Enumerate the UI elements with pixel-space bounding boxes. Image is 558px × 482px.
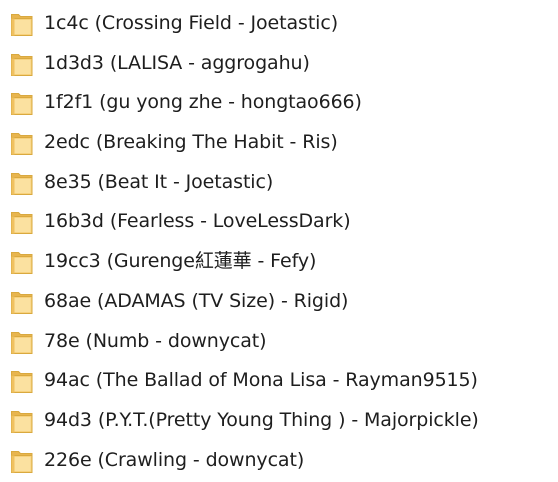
- folder-item[interactable]: 68ae (ADAMAS (TV Size) - Rigid): [0, 282, 558, 322]
- folder-name: 2edc (Breaking The Habit - Ris): [44, 131, 338, 154]
- folder-name: 1d3d3 (LALISA - aggrogahu): [44, 51, 310, 74]
- folder-item[interactable]: 226e (Crawling - downycat): [0, 441, 558, 481]
- folder-icon: [11, 291, 33, 314]
- folder-list: 1c4c (Crossing Field - Joetastic) 1d3d3 …: [0, 4, 558, 480]
- folder-name: 226e (Crawling - downycat): [44, 448, 305, 471]
- folder-icon: [11, 212, 33, 235]
- folder-icon: [11, 331, 33, 354]
- folder-name: 8e35 (Beat It - Joetastic): [44, 170, 274, 193]
- folder-icon: [11, 133, 33, 156]
- folder-name: 1f2f1 (gu yong zhe - hongtao666): [44, 91, 362, 114]
- folder-item[interactable]: 16b3d (Fearless - LoveLessDark): [0, 202, 558, 242]
- folder-name: 19cc3 (Gurenge紅蓮華 - Fefy): [44, 250, 317, 273]
- folder-name: 1c4c (Crossing Field - Joetastic): [44, 12, 339, 34]
- folder-icon: [11, 371, 33, 394]
- folder-icon: [11, 53, 33, 76]
- folder-name: 94d3 (P.Y.T.(Pretty Young Thing ) - Majo…: [44, 408, 479, 431]
- folder-icon: [11, 172, 33, 195]
- folder-icon: [11, 450, 33, 473]
- folder-icon: [11, 410, 33, 433]
- folder-item[interactable]: 19cc3 (Gurenge紅蓮華 - Fefy): [0, 242, 558, 282]
- folder-item[interactable]: 8e35 (Beat It - Joetastic): [0, 163, 558, 203]
- folder-name: 68ae (ADAMAS (TV Size) - Rigid): [44, 289, 349, 312]
- folder-item[interactable]: 1f2f1 (gu yong zhe - hongtao666): [0, 83, 558, 123]
- folder-icon: [11, 93, 33, 116]
- folder-item[interactable]: 78e (Numb - downycat): [0, 322, 558, 362]
- folder-name: 78e (Numb - downycat): [44, 329, 267, 352]
- folder-item[interactable]: 94d3 (P.Y.T.(Pretty Young Thing ) - Majo…: [0, 401, 558, 441]
- folder-name: 16b3d (Fearless - LoveLessDark): [44, 210, 351, 233]
- folder-item[interactable]: 1c4c (Crossing Field - Joetastic): [0, 4, 558, 44]
- folder-icon: [11, 14, 33, 36]
- folder-item[interactable]: 2edc (Breaking The Habit - Ris): [0, 123, 558, 163]
- folder-icon: [11, 252, 33, 275]
- folder-item[interactable]: 1d3d3 (LALISA - aggrogahu): [0, 44, 558, 84]
- folder-name: 94ac (The Ballad of Mona Lisa - Rayman95…: [44, 369, 478, 392]
- folder-item[interactable]: 94ac (The Ballad of Mona Lisa - Rayman95…: [0, 361, 558, 401]
